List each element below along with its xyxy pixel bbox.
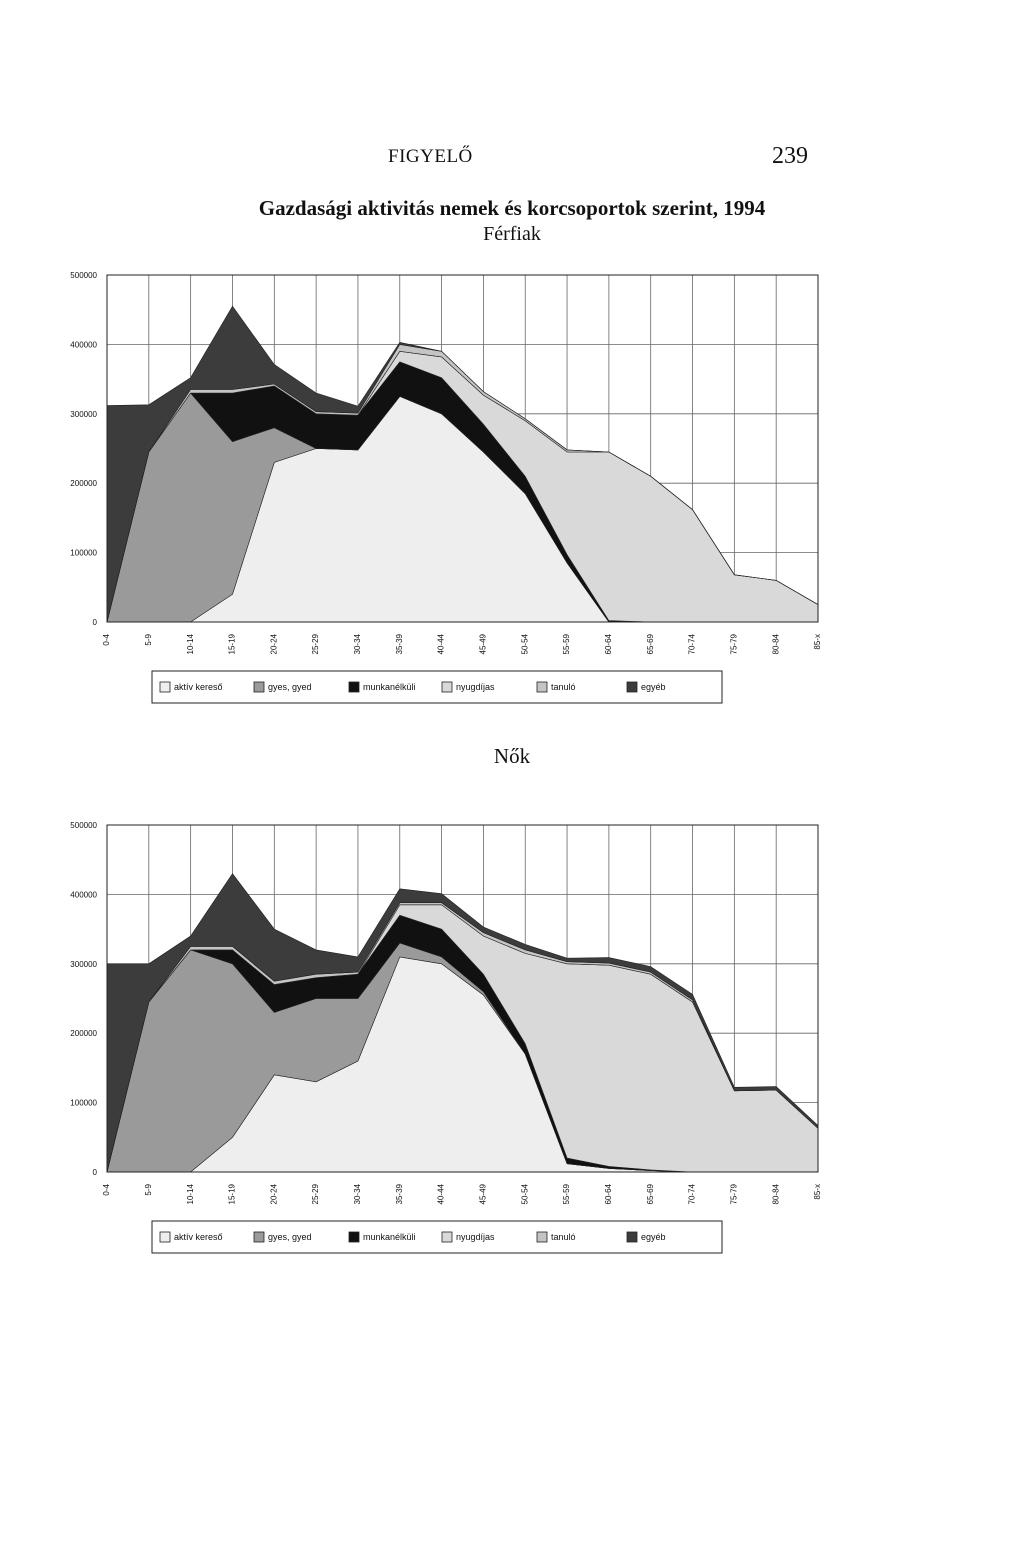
- legend-swatch: [253, 1231, 265, 1243]
- legend-label: tanuló: [551, 682, 576, 692]
- legend-label: gyes, gyed: [268, 1232, 312, 1242]
- x-tick-label: 10-14: [186, 633, 195, 654]
- legend-label: egyéb: [641, 1232, 666, 1242]
- legend-swatch: [441, 1231, 453, 1243]
- legend-swatch: [626, 681, 638, 693]
- y-tick-label: 100000: [70, 549, 97, 558]
- page-number: 239: [772, 143, 808, 169]
- x-tick-label: 75-79: [729, 633, 738, 654]
- y-tick-label: 200000: [70, 479, 97, 488]
- legend-label: nyugdíjas: [456, 682, 495, 692]
- y-tick-label: 0: [93, 618, 98, 627]
- x-tick-label: 15-19: [228, 633, 237, 654]
- x-tick-label: 25-29: [311, 1183, 320, 1204]
- x-tick-label: 50-54: [520, 1183, 529, 1204]
- x-tick-label: 15-19: [228, 1183, 237, 1204]
- x-tick-label: 65-69: [646, 1183, 655, 1204]
- chart-men: 0 100000 200000 300000 400000 500000 0-4 5-9 10-…: [70, 271, 822, 704]
- x-tick-label: 30-34: [353, 1183, 362, 1204]
- y-tick-label: 200000: [70, 1029, 97, 1038]
- x-tick-label: 45-49: [479, 1183, 488, 1204]
- x-tick-label: 20-24: [269, 633, 278, 654]
- x-tick-label: 50-54: [520, 633, 529, 654]
- x-tick-label: 75-79: [729, 1183, 738, 1204]
- legend-swatch: [253, 681, 265, 693]
- chart-women: 0 100000 200000 300000 400000 500000 0-4 5-9 10-…: [70, 821, 822, 1254]
- legend-swatch: [159, 681, 171, 693]
- legend-label: munkanélküli: [363, 1232, 416, 1242]
- x-tick-label: 70-74: [688, 633, 697, 654]
- running-head: FIGYELŐ: [388, 146, 473, 167]
- x-tick-label: 70-74: [688, 1183, 697, 1204]
- chart-title: Gazdasági aktivitás nemek és korcsoporto…: [258, 196, 766, 220]
- x-tick-label: 25-29: [311, 633, 320, 654]
- x-tick-label: 10-14: [186, 1183, 195, 1204]
- plot-frame: [106, 824, 819, 1173]
- chart-subtitle-men: Férfiak: [483, 223, 541, 245]
- y-tick-label: 100000: [70, 1099, 97, 1108]
- y-tick-label: 400000: [70, 890, 97, 899]
- legend-label: munkanélküli: [363, 682, 416, 692]
- x-tick-label: 80-84: [771, 633, 780, 654]
- x-tick-label: 65-69: [646, 633, 655, 654]
- legend-label: tanuló: [551, 1232, 576, 1242]
- x-tick-label: 40-44: [437, 633, 446, 654]
- x-tick-label: 80-84: [771, 1183, 780, 1204]
- x-tick-label: 0-4: [102, 633, 111, 645]
- y-tick-label: 400000: [70, 340, 97, 349]
- x-tick-label: 0-4: [102, 1183, 111, 1195]
- legend-swatch: [441, 681, 453, 693]
- y-tick-label: 300000: [70, 960, 97, 969]
- legend-label: nyugdíjas: [456, 1232, 495, 1242]
- legend-label: gyes, gyed: [268, 682, 312, 692]
- legend-label: aktív kereső: [174, 1232, 223, 1242]
- x-tick-label: 45-49: [479, 633, 488, 654]
- x-tick-label: 85-x: [813, 634, 822, 650]
- x-tick-label: 5-9: [144, 1183, 153, 1195]
- legend-swatch: [348, 681, 360, 693]
- x-tick-label: 85-x: [813, 1184, 822, 1200]
- x-tick-label: 60-64: [604, 1183, 613, 1204]
- x-tick-label: 35-39: [395, 1183, 404, 1204]
- y-tick-label: 0: [93, 1168, 98, 1177]
- x-tick-label: 40-44: [437, 1183, 446, 1204]
- plot-frame: [106, 274, 819, 623]
- x-tick-label: 35-39: [395, 633, 404, 654]
- y-tick-label: 500000: [70, 821, 97, 830]
- y-tick-label: 500000: [70, 271, 97, 280]
- x-tick-label: 20-24: [269, 1183, 278, 1204]
- x-tick-label: 55-59: [562, 1183, 571, 1204]
- legend-label: aktív kereső: [174, 682, 223, 692]
- legend-label: egyéb: [641, 682, 666, 692]
- chart-subtitle-women: Nők: [493, 744, 531, 768]
- x-tick-label: 60-64: [604, 633, 613, 654]
- y-tick-label: 300000: [70, 410, 97, 419]
- x-tick-label: 55-59: [562, 633, 571, 654]
- x-tick-label: 5-9: [144, 633, 153, 645]
- legend-swatch: [159, 1231, 171, 1243]
- legend-swatch: [626, 1231, 638, 1243]
- x-tick-label: 30-34: [353, 633, 362, 654]
- legend-swatch: [348, 1231, 360, 1243]
- legend-swatch: [536, 681, 548, 693]
- legend-swatch: [536, 1231, 548, 1243]
- area-egy-b: [106, 305, 819, 623]
